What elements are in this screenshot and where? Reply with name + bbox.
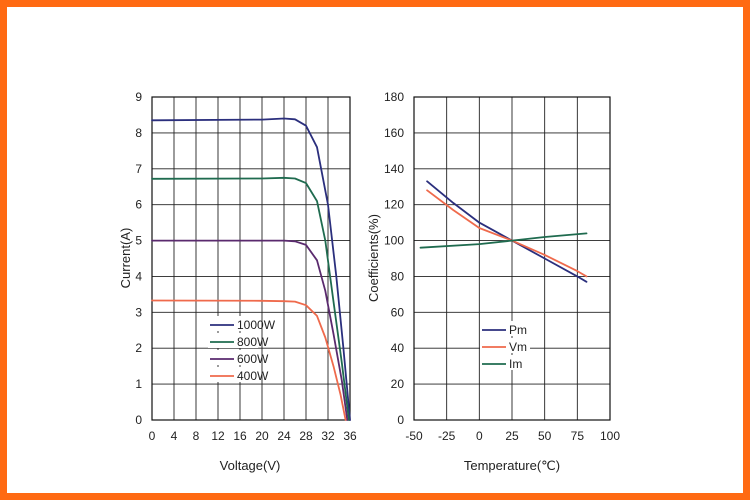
- x-tick-label: 28: [299, 429, 313, 443]
- series-line-im: [419, 232, 588, 249]
- x-tick-label: 0: [149, 429, 156, 443]
- y-tick-label: 60: [391, 305, 405, 319]
- y-tick-label: 4: [135, 269, 142, 283]
- y-tick-label: 0: [397, 413, 404, 427]
- legend-background: [480, 321, 530, 336]
- x-tick-label: 24: [277, 429, 291, 443]
- y-tick-label: 20: [391, 377, 405, 391]
- legend-entry-label: 600W: [237, 352, 269, 366]
- legend: Pm Vm Im: [480, 321, 530, 371]
- grid: [413, 96, 611, 421]
- image-frame: [7, 7, 743, 493]
- x-tick-label: 50: [538, 429, 552, 443]
- y-tick-label: 3: [135, 305, 142, 319]
- y-tick-label: 180: [384, 90, 404, 104]
- y-tick-label: 80: [391, 269, 405, 283]
- x-tick-label: 8: [193, 429, 200, 443]
- x-tick-label: 36: [343, 429, 357, 443]
- y-tick-label: 100: [384, 234, 404, 248]
- y-tick-label: 160: [384, 126, 404, 140]
- x-tick-label: 4: [171, 429, 178, 443]
- y-axis-label: Current(A): [118, 228, 133, 289]
- y-tick-label: 2: [135, 341, 142, 355]
- y-tick-label: 140: [384, 162, 404, 176]
- legend-entry-label: 400W: [237, 369, 269, 383]
- legend-entry-label: 800W: [237, 335, 269, 349]
- legend-background: [208, 367, 258, 382]
- iv-curve-chart: 0 4 8 12 16 20 24 28 32 360123456789Voltage(V)Cur…: [118, 90, 357, 473]
- legend-background: [208, 333, 258, 348]
- x-tick-label: -25: [438, 429, 456, 443]
- x-axis-label: Voltage(V): [220, 458, 281, 473]
- y-tick-label: 40: [391, 341, 405, 355]
- plot-border: [151, 96, 351, 421]
- y-tick-label: 7: [135, 162, 142, 176]
- x-tick-label: -50: [405, 429, 423, 443]
- legend-entry-label: Vm: [509, 340, 527, 354]
- legend: 1000W 800W 600W 400W: [208, 316, 276, 383]
- x-tick-label: 12: [211, 429, 225, 443]
- legend-entry-label: 1000W: [237, 318, 276, 332]
- series-line-vm: [426, 189, 588, 278]
- x-tick-label: 25: [505, 429, 519, 443]
- plot-border: [413, 96, 611, 421]
- y-tick-label: 0: [135, 413, 142, 427]
- series-line-800w: [151, 176, 350, 421]
- legend-entry-label: Pm: [509, 323, 527, 337]
- x-tick-label: 16: [233, 429, 247, 443]
- x-tick-label: 75: [571, 429, 585, 443]
- legend-background: [480, 338, 530, 353]
- y-tick-label: 1: [135, 377, 142, 391]
- x-tick-label: 32: [321, 429, 335, 443]
- series-line-600w: [151, 239, 349, 421]
- series-line-400w: [151, 299, 347, 421]
- x-tick-label: 20: [255, 429, 269, 443]
- series-line-1000w: [151, 117, 351, 421]
- y-tick-label: 5: [135, 234, 142, 248]
- y-tick-label: 6: [135, 198, 142, 212]
- legend-background: [208, 316, 258, 331]
- series-line-pm: [426, 180, 588, 283]
- y-axis-label: Coefficients(%): [366, 214, 381, 302]
- y-tick-label: 120: [384, 198, 404, 212]
- legend-entry-label: Im: [509, 357, 522, 371]
- x-axis-label: Temperature(℃): [464, 458, 560, 473]
- legend-background: [208, 350, 258, 365]
- legend-background: [480, 355, 530, 370]
- temperature-coefficient-chart: -50 -25 0 25 50 75 100 0 20 40 60 80 100 120 140 160 180…: [366, 90, 620, 473]
- x-tick-label: 100: [600, 429, 620, 443]
- x-tick-label: 0: [476, 429, 483, 443]
- y-tick-label: 8: [135, 126, 142, 140]
- y-tick-label: 9: [135, 90, 142, 104]
